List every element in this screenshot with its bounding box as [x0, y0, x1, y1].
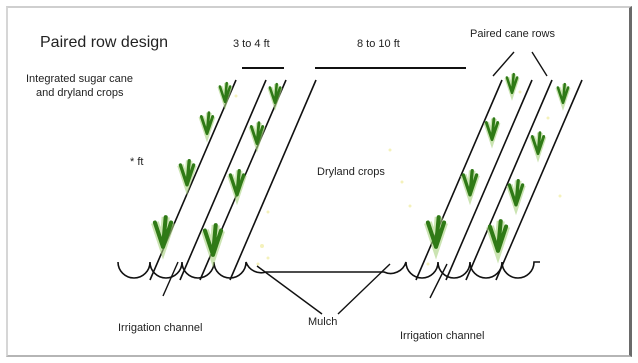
cane-plants: [151, 72, 571, 268]
sugar-cane-plant-icon: [267, 82, 283, 111]
sugar-cane-plant-icon: [248, 121, 266, 153]
sugar-cane-plant-icon: [177, 158, 197, 196]
leader-lines: [162, 51, 548, 315]
integrated-crops-label-line-1: Integrated sugar cane: [26, 73, 134, 85]
sugar-cane-plant-icon: [504, 72, 520, 101]
ground-profile: [117, 261, 540, 279]
sugar-cane-plant-icon: [217, 81, 233, 110]
right-cane-rows: [415, 79, 583, 281]
sugar-cane-plant-icon: [506, 178, 526, 216]
mulch-label: Mulch: [308, 316, 338, 328]
sugar-cane-plant-icon: [198, 111, 216, 143]
figure-border: [6, 6, 632, 357]
sugar-cane-plant-icon: [483, 117, 501, 149]
paired-cane-rows-label: Paired cane rows: [470, 28, 555, 40]
sugar-cane-plant-icon: [529, 131, 547, 163]
integrated-crops-label-line-2: and dryland crops: [36, 87, 124, 99]
sugar-cane-plant-icon: [227, 168, 247, 206]
dryland-crops-label: Dryland crops: [317, 166, 385, 178]
sugar-cane-plant-icon: [424, 215, 448, 260]
sugar-cane-plant-icon: [555, 82, 571, 111]
sugar-cane-plant-icon: [151, 215, 175, 260]
sugar-cane-plant-icon: [460, 168, 480, 206]
height-label: * ft: [130, 156, 144, 168]
sugar-cane-plant-icon: [201, 223, 225, 268]
diagram-title: Paired row design: [40, 34, 169, 51]
sugar-cane-plant-icon: [486, 219, 510, 264]
background-speckles: [234, 90, 562, 266]
irrigation-channel-left-label: Irrigation channel: [118, 322, 203, 334]
pair-spacing-label: 8 to 10 ft: [357, 38, 400, 50]
row-spacing-label: 3 to 4 ft: [233, 38, 270, 50]
irrigation-channel-right-label: Irrigation channel: [400, 330, 485, 342]
